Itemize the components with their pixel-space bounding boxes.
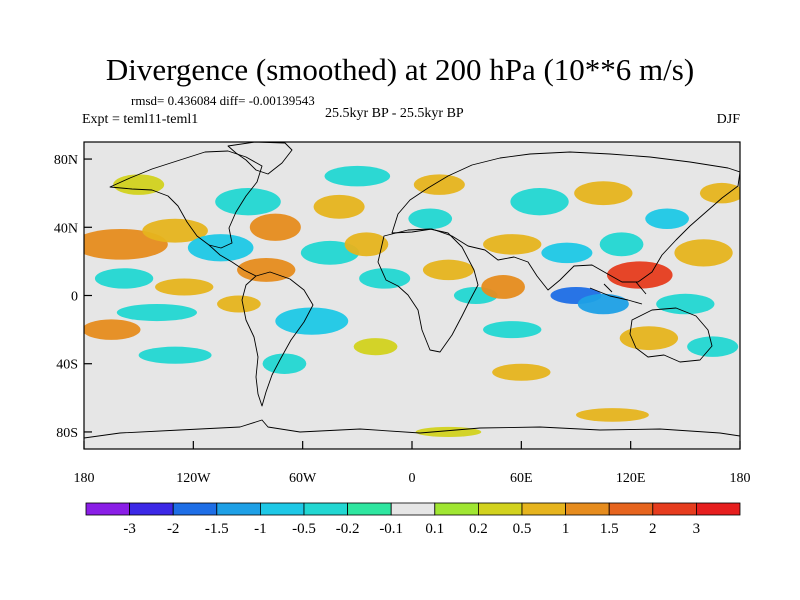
colorbar-swatch (390, 502, 436, 516)
divergence-cell (94, 268, 154, 289)
x-tick-label: 180 (730, 471, 751, 486)
divergence-cell (344, 232, 389, 257)
colorbar-label: 0.2 (469, 521, 488, 537)
season-label: DJF (716, 112, 740, 127)
divergence-cell (313, 194, 365, 219)
divergence-cell (84, 319, 141, 340)
rmsd-diff-stats: rmsd= 0.436084 diff= -0.00139543 (131, 93, 315, 108)
divergence-cell (138, 346, 212, 364)
colorbar: -3 -2 -1.5 -1 -0.5 -0.2 -0.1 0.1 0.2 0.5 1 1.5 2 3 (85, 502, 741, 537)
divergence-cell (687, 336, 739, 357)
divergence-cell (249, 213, 301, 241)
divergence-cell (116, 304, 197, 322)
coastline-africa (377, 228, 479, 353)
divergence-cell (275, 307, 349, 335)
divergence-cell (492, 363, 551, 381)
divergence-cell (619, 326, 679, 351)
colorbar-swatch (216, 502, 261, 516)
coastline-eurasia (391, 151, 740, 291)
divergence-cell (699, 182, 740, 204)
colorbar-swatch (696, 502, 741, 516)
divergence-cell (577, 293, 629, 315)
divergence-cell (324, 165, 391, 187)
plot-background (84, 142, 740, 449)
colorbar-swatch (172, 502, 218, 516)
colorbar-swatch (565, 502, 610, 516)
divergence-cell (576, 408, 649, 422)
experiment-label: Expt = teml11-teml1 (82, 112, 199, 127)
y-tick-label: 40S (56, 358, 78, 373)
divergence-cell (574, 181, 633, 206)
colorbar-label: 3 (693, 521, 701, 537)
divergence-cell (656, 293, 715, 315)
divergence-cell (408, 208, 453, 229)
divergence-cell (606, 261, 673, 289)
colorbar-label: 1 (562, 521, 570, 537)
divergence-cell (353, 338, 398, 356)
divergence-cell (215, 188, 281, 216)
colorbar-swatch (85, 502, 130, 516)
y-tick-label: 80N (54, 153, 78, 168)
colorbar-label: -0.5 (292, 521, 316, 537)
colorbar-label: 2 (649, 521, 657, 537)
colorbar-swatch (434, 502, 479, 516)
colorbar-label: -0.1 (379, 521, 403, 537)
colorbar-swatch (347, 502, 392, 516)
coastline-australia (629, 307, 713, 363)
divergence-cell (155, 278, 214, 296)
divergence-cell (483, 321, 542, 339)
divergence-cell (422, 259, 474, 281)
period-label: 25.5kyr BP - 25.5kyr BP (325, 106, 464, 121)
chart-title: Divergence (smoothed) at 200 hPa (10**6 … (105, 52, 695, 87)
colorbar-label: 0.5 (513, 521, 532, 537)
colorbar-label: 0.1 (425, 521, 444, 537)
divergence-cell (599, 232, 644, 257)
divergence-cell (262, 353, 307, 374)
x-tick-label: 180 (74, 471, 95, 486)
coastline-central-america (208, 244, 257, 277)
colorbar-swatch (129, 502, 174, 516)
divergence-cell (217, 295, 261, 313)
y-tick-label: 80S (56, 426, 78, 441)
divergence-cell (413, 174, 465, 195)
x-tick-label: 120W (176, 471, 211, 486)
divergence-cell (300, 240, 360, 265)
colorbar-label: -1.5 (205, 521, 229, 537)
divergence-cell (541, 242, 593, 264)
divergence-cell (359, 268, 411, 289)
axis-ticks: 180 120W 60W 0 60E 120E 180 80N 40N 0 40S 80S (54, 153, 751, 486)
divergence-cell (674, 239, 733, 267)
x-tick-label: 0 (409, 471, 416, 486)
x-tick-label: 60W (289, 471, 317, 486)
colorbar-label: -0.2 (336, 521, 360, 537)
y-tick-label: 0 (71, 290, 78, 305)
colorbar-label: -2 (167, 521, 180, 537)
coastline-antarctica (84, 419, 740, 439)
colorbar-swatch (521, 502, 566, 516)
coastline-indonesia (589, 281, 647, 305)
colorbar-swatch (608, 502, 654, 516)
colorbar-swatch (652, 502, 697, 516)
coastline-south-america (241, 271, 314, 407)
colorbar-swatch (303, 502, 348, 516)
divergence-cell (645, 208, 689, 229)
divergence-cell (483, 234, 542, 255)
colorbar-label: -1 (254, 521, 267, 537)
colorbar-label: 1.5 (600, 521, 619, 537)
colorbar-label: -3 (123, 521, 136, 537)
divergence-cell (142, 218, 208, 243)
divergence-field-layer (84, 165, 740, 438)
y-tick-label: 40N (54, 221, 78, 236)
divergence-cell (481, 275, 525, 299)
coastline-north-america (109, 150, 263, 249)
divergence-cell (510, 188, 569, 216)
colorbar-swatch (259, 502, 305, 516)
x-tick-label: 60E (510, 471, 533, 486)
colorbar-swatch (477, 502, 523, 516)
x-tick-label: 120E (616, 471, 646, 486)
